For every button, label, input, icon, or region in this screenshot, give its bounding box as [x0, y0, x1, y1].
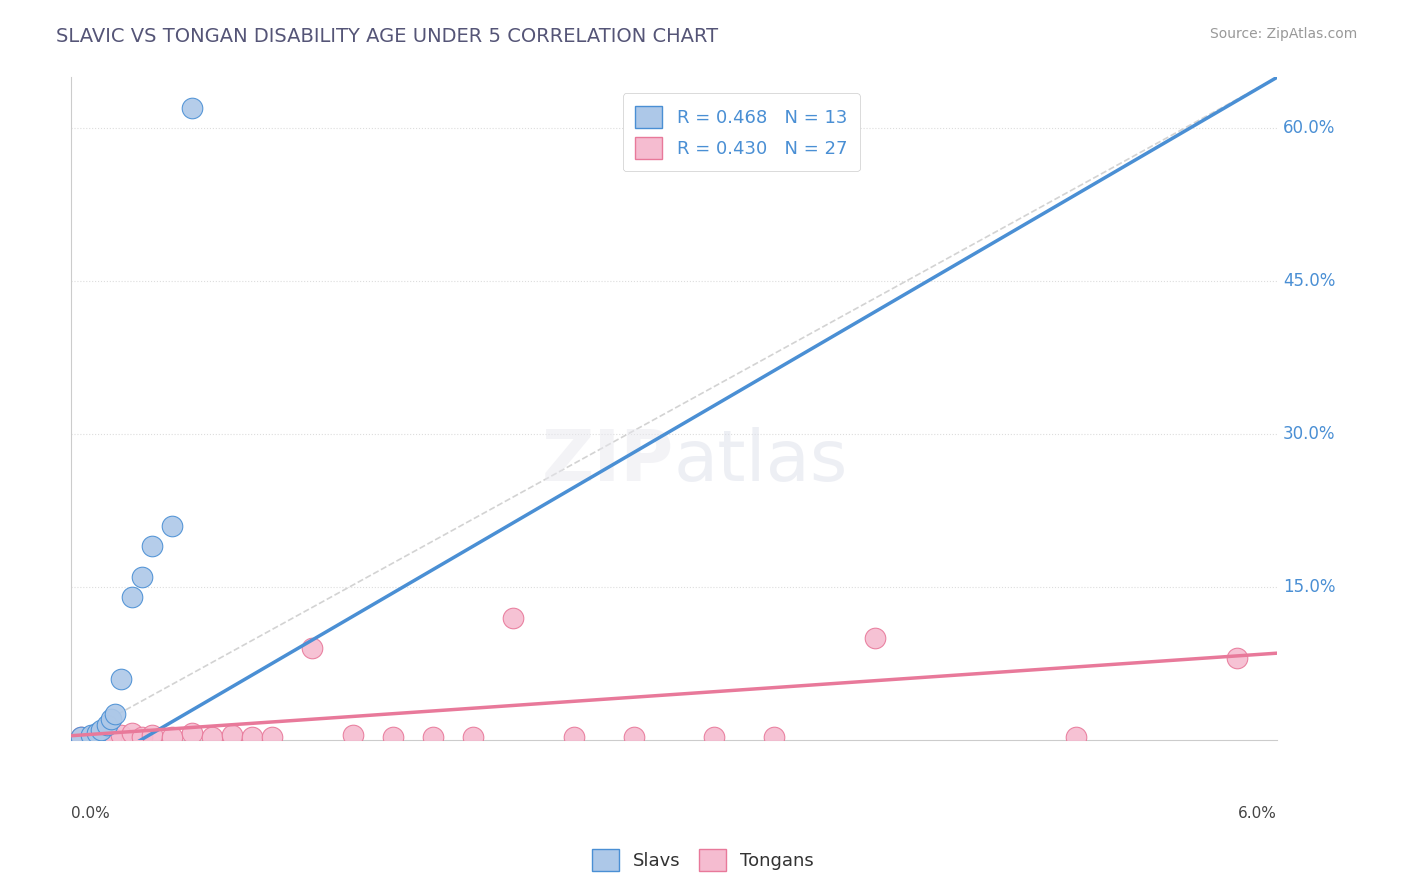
Point [100, 730, 122, 744]
Point [80, 728, 103, 742]
Text: ZIP: ZIP [541, 427, 673, 496]
Point [180, 725, 202, 739]
Text: Source: ZipAtlas.com: Source: ZipAtlas.com [1209, 27, 1357, 41]
Point [562, 730, 585, 744]
Text: 30.0%: 30.0% [1282, 425, 1336, 443]
Point [623, 730, 645, 744]
Point [110, 728, 132, 742]
Point [131, 730, 153, 744]
Point [221, 728, 243, 742]
Point [381, 730, 404, 744]
Point [86, 725, 108, 739]
Point [110, 672, 132, 686]
Point [160, 730, 183, 744]
Point [141, 728, 163, 742]
Point [422, 730, 444, 744]
Point [703, 730, 725, 744]
Point [342, 728, 364, 742]
Point [80, 730, 103, 744]
Point [131, 570, 153, 584]
Point [90, 728, 112, 742]
Point [180, 101, 202, 115]
Point [104, 707, 127, 722]
Point [90, 723, 112, 737]
Point [240, 730, 263, 744]
Point [141, 539, 163, 553]
Point [121, 590, 143, 604]
Point [461, 730, 484, 744]
Point [262, 730, 284, 744]
Point [96, 717, 118, 731]
Text: 45.0%: 45.0% [1282, 272, 1336, 290]
Legend: R = 0.468   N = 13, R = 0.430   N = 27: R = 0.468 N = 13, R = 0.430 N = 27 [623, 93, 860, 171]
Legend: Slavs, Tongans: Slavs, Tongans [585, 842, 821, 879]
Text: 15.0%: 15.0% [1282, 578, 1336, 596]
Point [502, 610, 524, 624]
Text: SLAVIC VS TONGAN DISABILITY AGE UNDER 5 CORRELATION CHART: SLAVIC VS TONGAN DISABILITY AGE UNDER 5 … [56, 27, 718, 45]
Point [121, 725, 143, 739]
Text: 6.0%: 6.0% [1237, 806, 1277, 821]
Point [70, 730, 93, 744]
Point [1064, 730, 1087, 744]
Point [201, 730, 224, 744]
Point [160, 518, 183, 533]
Text: 60.0%: 60.0% [1282, 120, 1336, 137]
Point [301, 641, 323, 656]
Text: atlas: atlas [673, 427, 848, 496]
Point [70, 730, 93, 744]
Point [863, 631, 886, 645]
Point [100, 713, 122, 727]
Point [1226, 651, 1249, 665]
Text: 0.0%: 0.0% [72, 806, 110, 821]
Point [763, 730, 786, 744]
